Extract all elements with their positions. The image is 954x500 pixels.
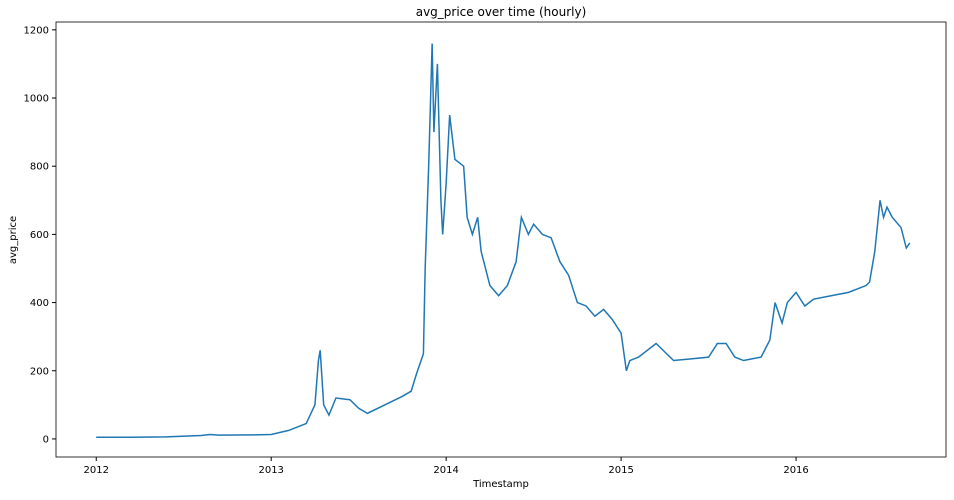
chart-title: avg_price over time (hourly) — [416, 5, 587, 19]
y-tick-label: 1200 — [24, 25, 49, 36]
y-tick-label: 200 — [30, 366, 49, 377]
x-axis-label: Timestamp — [472, 479, 529, 490]
x-tick-label: 2014 — [433, 465, 458, 476]
y-tick-label: 400 — [30, 298, 49, 309]
y-tick-label: 600 — [30, 230, 49, 241]
y-tick-label: 1000 — [24, 94, 49, 105]
y-tick-label: 0 — [43, 434, 49, 445]
y-tick-label: 800 — [30, 162, 49, 173]
x-tick-label: 2016 — [783, 465, 808, 476]
x-tick-label: 2015 — [608, 465, 633, 476]
plot-frame — [55, 21, 947, 458]
x-tick-label: 2012 — [84, 465, 109, 476]
price-line — [96, 43, 911, 438]
y-axis-label: avg_price — [8, 216, 19, 264]
x-tick-label: 2013 — [258, 465, 283, 476]
